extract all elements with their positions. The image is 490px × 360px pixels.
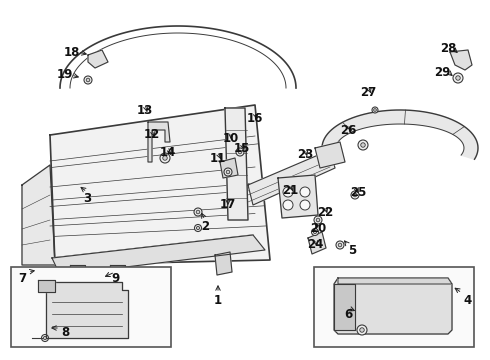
Circle shape xyxy=(195,225,201,231)
Circle shape xyxy=(374,109,376,111)
Text: 4: 4 xyxy=(464,293,472,306)
Circle shape xyxy=(358,140,368,150)
Polygon shape xyxy=(52,235,265,275)
Text: 3: 3 xyxy=(83,192,91,204)
Text: 15: 15 xyxy=(234,141,250,154)
Text: 23: 23 xyxy=(297,148,313,162)
Text: 8: 8 xyxy=(61,325,69,338)
Circle shape xyxy=(238,150,242,154)
Polygon shape xyxy=(38,280,55,292)
Text: 20: 20 xyxy=(310,221,326,234)
Polygon shape xyxy=(50,105,270,265)
Text: 26: 26 xyxy=(340,123,356,136)
Polygon shape xyxy=(278,175,318,218)
Text: 22: 22 xyxy=(317,206,333,219)
Text: 13: 13 xyxy=(137,104,153,117)
Circle shape xyxy=(312,229,318,235)
Circle shape xyxy=(236,148,244,156)
Circle shape xyxy=(357,325,367,335)
FancyBboxPatch shape xyxy=(314,267,474,347)
Circle shape xyxy=(336,241,344,249)
Circle shape xyxy=(44,337,47,339)
Polygon shape xyxy=(338,278,452,284)
Text: 12: 12 xyxy=(144,129,160,141)
Polygon shape xyxy=(220,158,238,178)
Circle shape xyxy=(361,143,365,147)
Text: 10: 10 xyxy=(223,131,239,144)
Circle shape xyxy=(453,73,463,83)
FancyBboxPatch shape xyxy=(11,267,171,347)
Circle shape xyxy=(300,187,310,197)
Polygon shape xyxy=(148,122,170,162)
Polygon shape xyxy=(315,142,345,168)
Circle shape xyxy=(224,168,232,176)
Circle shape xyxy=(353,193,357,197)
Polygon shape xyxy=(215,252,232,275)
Text: 6: 6 xyxy=(344,307,352,320)
Text: 11: 11 xyxy=(210,152,226,165)
Text: 19: 19 xyxy=(57,68,73,81)
Circle shape xyxy=(283,187,293,197)
Circle shape xyxy=(226,170,230,174)
Text: 1: 1 xyxy=(214,293,222,306)
Text: 29: 29 xyxy=(434,66,450,78)
Circle shape xyxy=(86,78,90,82)
Circle shape xyxy=(316,218,320,222)
Circle shape xyxy=(300,200,310,210)
Circle shape xyxy=(456,76,460,80)
Circle shape xyxy=(194,208,202,216)
Polygon shape xyxy=(334,278,452,334)
Circle shape xyxy=(372,107,378,113)
Text: 5: 5 xyxy=(348,244,356,257)
Polygon shape xyxy=(88,50,108,68)
Polygon shape xyxy=(322,110,478,159)
Text: 14: 14 xyxy=(160,145,176,158)
Circle shape xyxy=(160,153,170,163)
Polygon shape xyxy=(308,232,326,254)
Circle shape xyxy=(338,243,342,247)
Circle shape xyxy=(351,191,359,199)
Circle shape xyxy=(196,210,200,214)
Circle shape xyxy=(314,230,317,234)
Circle shape xyxy=(196,226,199,230)
Text: 16: 16 xyxy=(247,112,263,125)
Text: 9: 9 xyxy=(111,271,119,284)
Text: 25: 25 xyxy=(350,185,366,198)
Text: 18: 18 xyxy=(64,45,80,58)
Circle shape xyxy=(42,334,49,342)
Polygon shape xyxy=(46,282,128,338)
Text: 2: 2 xyxy=(201,220,209,233)
Circle shape xyxy=(314,216,322,224)
Polygon shape xyxy=(450,50,472,70)
Text: 7: 7 xyxy=(18,271,26,284)
Text: 28: 28 xyxy=(440,41,456,54)
Polygon shape xyxy=(110,265,125,285)
Text: 21: 21 xyxy=(282,184,298,197)
Circle shape xyxy=(283,200,293,210)
Text: 17: 17 xyxy=(220,198,236,211)
Circle shape xyxy=(163,156,167,160)
Circle shape xyxy=(84,76,92,84)
Polygon shape xyxy=(225,108,248,220)
Polygon shape xyxy=(22,165,55,265)
Text: 24: 24 xyxy=(307,238,323,252)
Circle shape xyxy=(360,328,364,332)
Polygon shape xyxy=(334,284,355,330)
Polygon shape xyxy=(248,150,335,205)
Polygon shape xyxy=(70,265,85,285)
Text: 27: 27 xyxy=(360,85,376,99)
